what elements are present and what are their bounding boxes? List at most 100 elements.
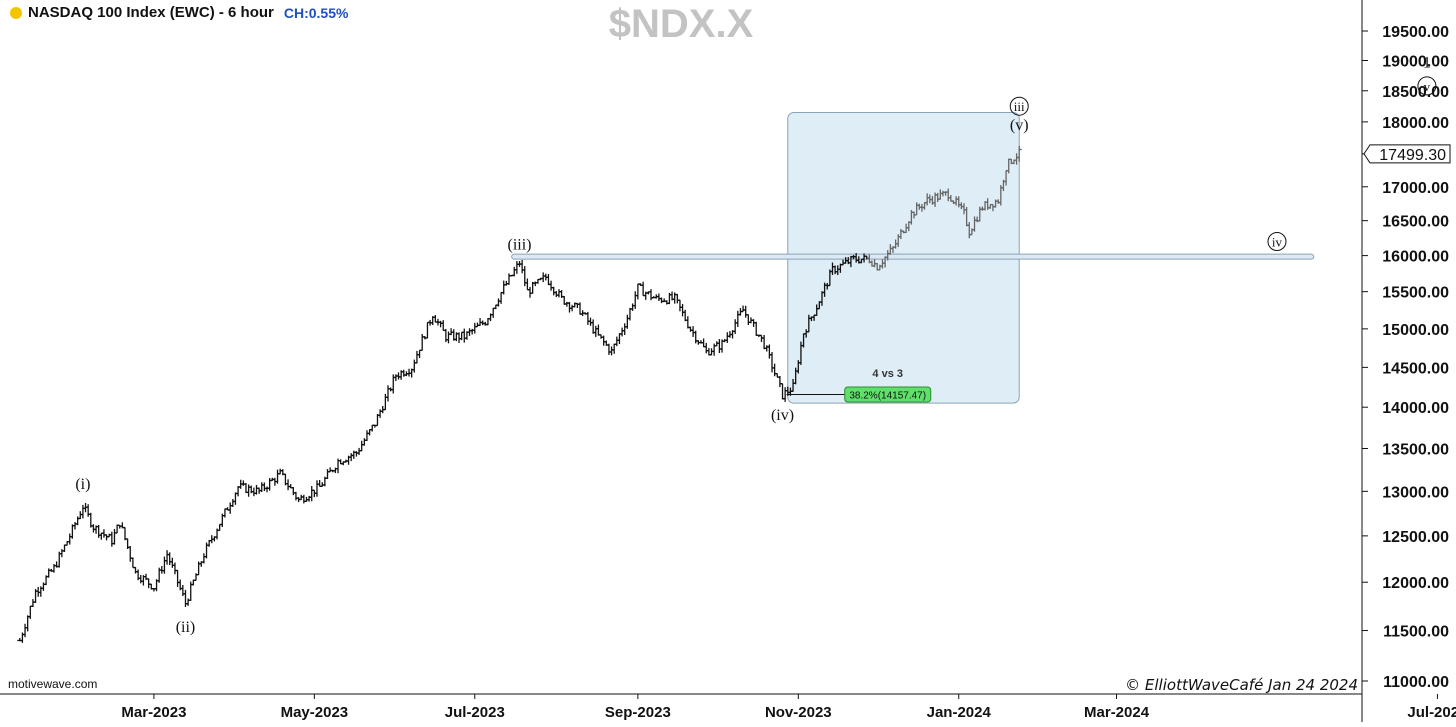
ohlc-bar: [438, 320, 444, 328]
ohlc-bar: [348, 453, 354, 462]
ohlc-bar: [777, 376, 783, 388]
status-dot-icon: [10, 6, 22, 19]
y-tick-label: 11500.00: [1383, 624, 1449, 641]
wave-label: v: [1424, 79, 1431, 94]
ohlc-bar: [461, 328, 467, 343]
ohlc-bar: [356, 447, 362, 455]
ohlc-bar: [275, 469, 281, 484]
ohlc-bar: [701, 338, 707, 348]
ohlc-bar: [585, 311, 591, 325]
ohlc-bar: [677, 299, 683, 312]
ohlc-bar: [553, 291, 559, 298]
ohlc-bar: [588, 317, 594, 326]
y-tick-label: 12500.00: [1382, 529, 1449, 546]
ohlc-bar: [109, 531, 115, 547]
ohlc-bar: [766, 344, 772, 359]
ohlc-bar: [456, 332, 462, 343]
wave-label: (iv): [771, 407, 794, 424]
ohlc-bar: [369, 424, 375, 432]
ohlc-bar: [353, 451, 359, 457]
ohlc-bar: [674, 293, 680, 304]
price-bars: [17, 146, 1022, 643]
chart-header: NASDAQ 100 Index (EWC) - 6 hour CH:0.55%: [10, 4, 348, 21]
y-tick-label: 15500.00: [1382, 285, 1449, 302]
ohlc-bar: [432, 315, 438, 323]
ohlc-bar: [122, 526, 128, 541]
ohlc-bar: [593, 325, 599, 337]
ohlc-bar: [285, 479, 291, 491]
ohlc-bar: [632, 291, 638, 310]
ohlc-bar: [164, 550, 170, 565]
y-tick-label: 19500.00: [1382, 24, 1449, 41]
ohlc-bar: [495, 298, 501, 307]
x-tick-label: Jul-2023: [445, 704, 505, 721]
y-tick-label: 18500.00: [1382, 84, 1449, 101]
ohlc-bar: [656, 293, 662, 302]
ohlc-bar: [609, 346, 615, 356]
ohlc-bar: [753, 321, 759, 336]
ohlc-bar: [724, 332, 730, 343]
wave-label: iii: [1014, 99, 1025, 114]
ohlc-bar: [222, 508, 228, 518]
ohlc-bar: [111, 528, 117, 545]
ohlc-bar: [445, 331, 451, 344]
ohlc-bar: [490, 307, 496, 318]
retracement-label-box: [844, 386, 932, 403]
ohlc-bar: [146, 578, 152, 589]
ohlc-bar: [246, 484, 252, 497]
y-tick-label: 16000.00: [1382, 249, 1449, 266]
ohlc-bar: [232, 492, 238, 505]
y-tick-label: 17000.00: [1382, 180, 1449, 197]
ohlc-bar: [359, 440, 365, 452]
ohlc-bar: [201, 553, 207, 564]
ohlc-bar: [682, 309, 688, 322]
annotation-label: 4 vs 3: [872, 368, 903, 380]
ohlc-bar: [253, 484, 259, 495]
y-tick-label: 13000.00: [1382, 484, 1449, 501]
y-tick-label: 14500.00: [1382, 360, 1449, 377]
ohlc-bar: [182, 589, 188, 608]
ohlc-bar: [67, 533, 73, 545]
ohlc-bar: [101, 529, 107, 538]
ohlc-bar: [685, 316, 691, 329]
ohlc-bar: [566, 302, 572, 313]
ohlc-bar: [401, 369, 407, 377]
x-tick-label: Jul-2024: [1407, 704, 1456, 721]
ohlc-bar: [314, 480, 320, 497]
ohlc-bar: [569, 304, 575, 312]
ohlc-bar: [30, 599, 36, 608]
ohlc-bar: [172, 562, 178, 575]
y-tick-label: 16500.00: [1382, 214, 1449, 231]
ohlc-bar: [690, 326, 696, 337]
ohlc-bar: [740, 305, 746, 313]
y-tick-label: 11000.00: [1383, 674, 1449, 691]
ohlc-bar: [169, 557, 175, 568]
symbol-watermark: $NDX.X: [608, 2, 754, 46]
ohlc-bar: [440, 320, 446, 332]
ohlc-bar: [301, 494, 307, 504]
ohlc-bar: [317, 479, 323, 487]
ohlc-bar: [611, 343, 617, 354]
ohlc-bar: [687, 326, 693, 332]
y-tick-label: 12000.00: [1382, 575, 1449, 592]
ohlc-bar: [764, 345, 770, 352]
ohlc-bar: [577, 302, 583, 315]
ohlc-bar: [514, 261, 520, 274]
ohlc-bar: [606, 343, 612, 355]
last-price-label: 17499.30: [1379, 147, 1446, 164]
ohlc-bar: [735, 310, 741, 327]
ohlc-bar: [264, 486, 270, 493]
change-percent: CH:0.55%: [283, 4, 349, 21]
ohlc-bar: [769, 352, 775, 373]
ohlc-bar: [590, 319, 596, 334]
ohlc-bar: [524, 278, 530, 291]
ohlc-bar: [619, 327, 625, 337]
ohlc-bar: [259, 482, 265, 493]
ohlc-bar: [22, 623, 28, 638]
last-price-marker: [1363, 144, 1451, 164]
ohlc-bar: [27, 605, 33, 619]
wave-label: 1: [1423, 54, 1431, 71]
ohlc-bar: [396, 372, 402, 380]
ohlc-bar: [519, 259, 525, 274]
